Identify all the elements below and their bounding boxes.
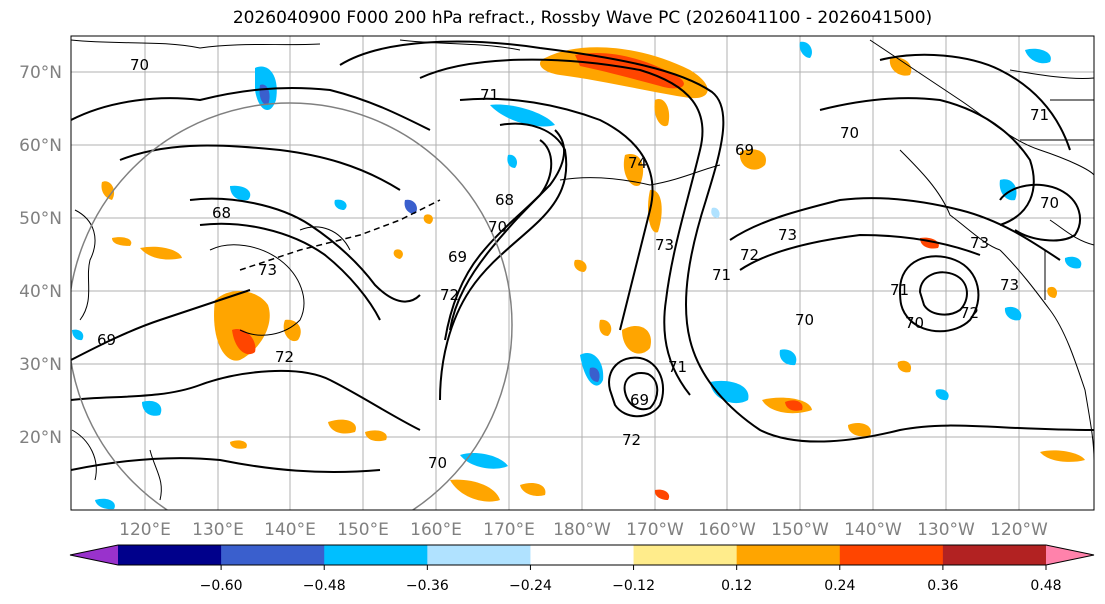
lon-label: 140°E — [264, 520, 316, 540]
lat-label: 60°N — [19, 136, 62, 156]
colorbar: −0.60 −0.48 −0.36 −0.24 −0.12 0.12 0.24 0.36 0.4… — [69, 544, 1095, 594]
contour-label: 72 — [440, 286, 459, 304]
region-circle — [71, 102, 513, 510]
contour-label: 71 — [668, 358, 687, 376]
contour-label: 70 — [840, 124, 859, 142]
longitude-labels: 120°E 130°E 140°E 150°E 160°E 170°E 180°… — [119, 520, 1048, 540]
dashed-line — [239, 199, 441, 271]
lon-label: 170°W — [626, 520, 684, 540]
colorbar-tick-label: −0.60 — [200, 578, 243, 594]
contour-label: 69 — [735, 141, 754, 159]
contour-label: 74 — [628, 154, 647, 172]
colorbar-segment — [530, 545, 635, 565]
contour-label: 72 — [960, 304, 979, 322]
contour-label: 68 — [495, 191, 514, 209]
refractivity-contours — [71, 40, 1094, 473]
contour-label: 70 — [905, 314, 924, 332]
contour-label: 71 — [1030, 106, 1049, 124]
colorbar-segment — [839, 545, 944, 565]
colorbar-tick-label: −0.12 — [612, 578, 655, 594]
colorbar-segment — [633, 545, 738, 565]
coastlines — [71, 39, 1094, 501]
colorbar-outline — [69, 544, 1095, 566]
contour-label: 73 — [655, 236, 674, 254]
map-title: 2026040900 F000 200 hPa refract., Rossby… — [232, 8, 933, 28]
contour-label: 70 — [428, 454, 447, 472]
colorbar-extend-high — [1046, 545, 1094, 565]
lon-label: 130°E — [192, 520, 244, 540]
contour-label: 71 — [480, 86, 499, 104]
contour-label: 73 — [778, 226, 797, 244]
colorbar-tick-label: 0.36 — [927, 578, 958, 594]
colorbar-segment — [221, 545, 325, 565]
contour-labels: 70 71 70 70 71 69 74 68 68 70 69 72 73 7… — [97, 56, 1059, 472]
contour-label: 69 — [630, 391, 649, 409]
contour-label: 73 — [258, 261, 277, 279]
colorbar-segment — [736, 545, 841, 565]
colorbar-tick-label: 0.24 — [824, 578, 855, 594]
colorbar-tick-label: −0.48 — [303, 578, 346, 594]
contour-label: 73 — [970, 234, 989, 252]
contour-label: 69 — [97, 331, 116, 349]
lon-label: 140°W — [844, 520, 902, 540]
lon-label: 150°E — [337, 520, 389, 540]
colorbar-segment — [118, 545, 222, 565]
lon-label: 120°W — [990, 520, 1048, 540]
colorbar-segment — [942, 545, 1047, 565]
contour-label: 72 — [275, 348, 294, 366]
lon-label: 170°E — [483, 520, 535, 540]
map-frame — [70, 35, 1095, 511]
lon-label: 160°W — [698, 520, 756, 540]
colorbar-tick-label: 0.48 — [1030, 578, 1061, 594]
colorbar-tick-label: −0.36 — [406, 578, 449, 594]
colorbar-tick-label: 0.12 — [721, 578, 752, 594]
lat-label: 20°N — [19, 428, 62, 448]
contour-label: 70 — [795, 311, 814, 329]
contour-label: 69 — [448, 248, 467, 266]
contour-label: 68 — [212, 204, 231, 222]
latitude-labels: 70°N 60°N 50°N 40°N 30°N 20°N — [19, 63, 62, 448]
contour-label: 70 — [1040, 194, 1059, 212]
lat-label: 50°N — [19, 209, 62, 229]
lon-label: 120°E — [119, 520, 171, 540]
lon-label: 130°W — [917, 520, 975, 540]
contour-label: 70 — [488, 218, 507, 236]
lat-label: 40°N — [19, 282, 62, 302]
contour-label: 71 — [890, 281, 909, 299]
positive-anomaly-patches — [101, 47, 1085, 502]
lat-label: 30°N — [19, 355, 62, 375]
colorbar-segment — [324, 545, 428, 565]
contour-label: 70 — [130, 56, 149, 74]
lon-label: 150°W — [771, 520, 829, 540]
lon-label: 160°E — [410, 520, 462, 540]
colorbar-extend-low — [70, 545, 118, 565]
colorbar-segment — [427, 545, 531, 565]
contour-label: 72 — [740, 246, 759, 264]
contour-label: 73 — [1000, 276, 1019, 294]
lat-label: 70°N — [19, 63, 62, 83]
colorbar-tick-label: −0.24 — [509, 578, 552, 594]
lon-label: 180°W — [553, 520, 611, 540]
contour-label: 72 — [622, 431, 641, 449]
contour-label: 71 — [712, 266, 731, 284]
